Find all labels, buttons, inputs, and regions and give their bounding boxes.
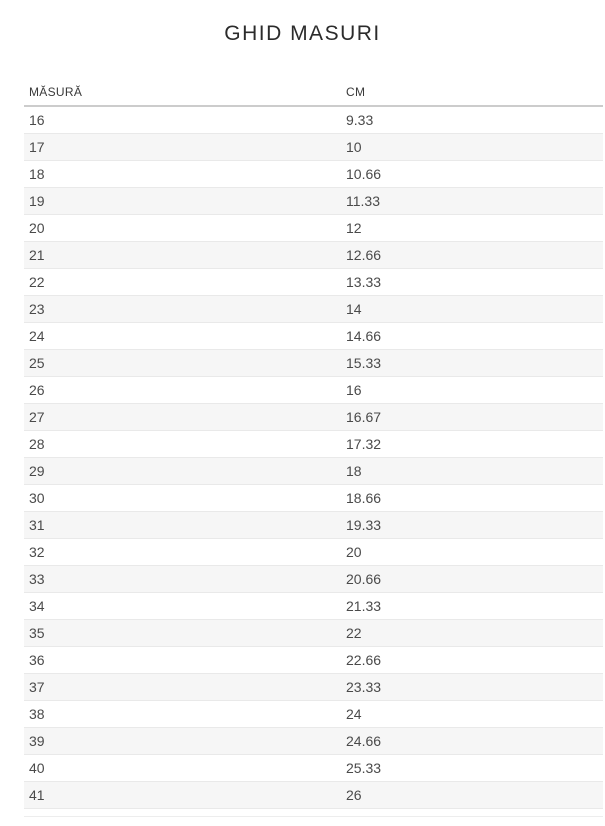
table-row: 22 13.33 [24, 269, 603, 296]
size-cell: 34 [29, 598, 45, 614]
table-row: 33 20.66 [24, 566, 603, 593]
table-row: 17 10 [24, 134, 603, 161]
table-row: 23 14 [24, 296, 603, 323]
table-row: 38 24 [24, 701, 603, 728]
size-cell: 27 [29, 409, 45, 425]
cm-cell: 10 [346, 139, 362, 155]
size-cell: 28 [29, 436, 45, 452]
cm-cell: 21.33 [346, 598, 382, 614]
size-cell: 30 [29, 490, 45, 506]
size-cell: 21 [29, 247, 45, 263]
table-row: 39 24.66 [24, 728, 603, 755]
cm-cell: 14.66 [346, 328, 382, 344]
table-row: 25 15.33 [24, 350, 603, 377]
cm-cell: 22 [346, 625, 362, 641]
table-row: 30 18.66 [24, 485, 603, 512]
table-row: 21 12.66 [24, 242, 603, 269]
cm-cell: 18.66 [346, 490, 382, 506]
cm-cell: 18 [346, 463, 362, 479]
table-row: 40 25.33 [24, 755, 603, 782]
table-row: 36 22.66 [24, 647, 603, 674]
table-row: 16 9.33 [24, 107, 603, 134]
table-row: 18 10.66 [24, 161, 603, 188]
cm-cell: 14 [346, 301, 362, 317]
table-row: 28 17.32 [24, 431, 603, 458]
size-cell: 40 [29, 760, 45, 776]
table-row: 29 18 [24, 458, 603, 485]
cm-cell: 24 [346, 706, 362, 722]
cm-cell: 24.66 [346, 733, 382, 749]
size-cell: 39 [29, 733, 45, 749]
size-cell: 38 [29, 706, 45, 722]
cm-cell: 25.33 [346, 760, 382, 776]
size-cell: 32 [29, 544, 45, 560]
table-row: 20 12 [24, 215, 603, 242]
size-cell: 31 [29, 517, 45, 533]
cm-cell: 10.66 [346, 166, 382, 182]
table-row: 41 26 [24, 782, 603, 809]
table-row: 31 19.33 [24, 512, 603, 539]
size-cell: 41 [29, 787, 45, 803]
size-cell: 23 [29, 301, 45, 317]
size-cell: 35 [29, 625, 45, 641]
size-cell: 24 [29, 328, 45, 344]
cm-cell: 16 [346, 382, 362, 398]
table-row: 37 23.33 [24, 674, 603, 701]
cm-cell: 22.66 [346, 652, 382, 668]
cm-cell: 26 [346, 787, 362, 803]
cm-cell: 16.67 [346, 409, 382, 425]
cm-cell: 15.33 [346, 355, 382, 371]
table-row: 27 16.67 [24, 404, 603, 431]
cm-cell: 20 [346, 544, 362, 560]
size-cell: 18 [29, 166, 45, 182]
size-cell: 36 [29, 652, 45, 668]
cm-cell: 12.66 [346, 247, 382, 263]
table-row: 32 20 [24, 539, 603, 566]
table-body: 16 9.33 17 10 18 10.66 19 11.33 20 12 21 12.66 22 13.… [24, 107, 603, 809]
table-row: 34 21.33 [24, 593, 603, 620]
size-cell: 17 [29, 139, 45, 155]
cm-cell: 13.33 [346, 274, 382, 290]
cm-cell: 23.33 [346, 679, 382, 695]
size-cell: 33 [29, 571, 45, 587]
column-header-cm: CM [346, 85, 366, 99]
column-header-masura: MĂSURĂ [29, 85, 83, 99]
size-cell: 16 [29, 112, 45, 128]
table-row: 19 11.33 [24, 188, 603, 215]
table-header-row: MĂSURĂ CM [24, 85, 603, 107]
page-title: GHID MASURI [224, 22, 381, 45]
size-table: MĂSURĂ CM 16 9.33 17 10 18 10.66 19 11.33 20 12 21… [24, 85, 603, 818]
size-cell: 25 [29, 355, 45, 371]
size-cell: 22 [29, 274, 45, 290]
cm-cell: 11.33 [346, 193, 380, 209]
table-row: 26 16 [24, 377, 603, 404]
size-cell: 29 [29, 463, 45, 479]
table-row: 24 14.66 [24, 323, 603, 350]
clipped-next-row-divider [24, 816, 603, 818]
cm-cell: 12 [346, 220, 362, 236]
size-cell: 20 [29, 220, 45, 236]
cm-cell: 19.33 [346, 517, 382, 533]
size-cell: 19 [29, 193, 45, 209]
cm-cell: 20.66 [346, 571, 382, 587]
table-row: 35 22 [24, 620, 603, 647]
size-cell: 37 [29, 679, 45, 695]
cm-cell: 9.33 [346, 112, 374, 128]
cm-cell: 17.32 [346, 436, 382, 452]
size-cell: 26 [29, 382, 45, 398]
